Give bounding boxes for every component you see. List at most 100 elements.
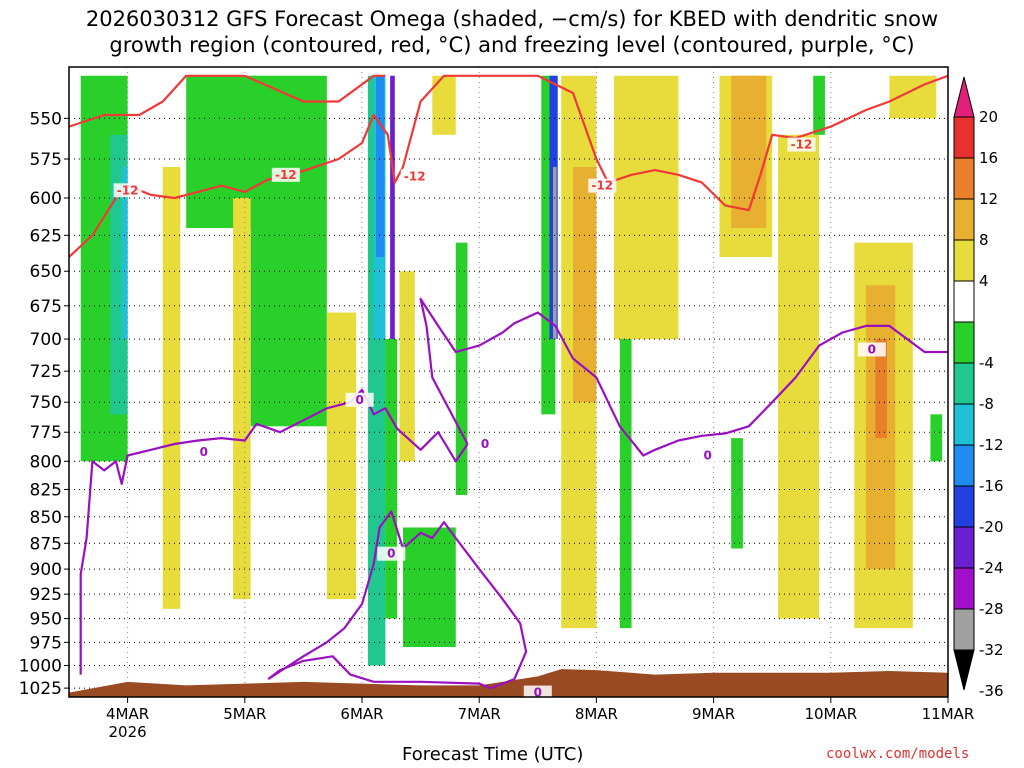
y-tick-label: 900 — [30, 560, 62, 580]
chart-title-line-1: 2026030312 GFS Forecast Omega (shaded, −… — [85, 7, 939, 31]
contour-label-bg — [857, 342, 886, 357]
y-tick-label: 650 — [30, 262, 62, 282]
colorbar-tick-label: -4 — [979, 354, 994, 372]
contour-label-bg — [787, 137, 816, 152]
contour-line — [69, 74, 386, 128]
omega-patch — [619, 325, 632, 629]
colorbar-bin — [953, 157, 975, 200]
contour-label-bg — [471, 436, 500, 451]
colorbar-tick-label: 4 — [979, 272, 989, 290]
contour-label: 0 — [534, 686, 542, 700]
plot-frame — [68, 66, 949, 698]
y-tick-label: 925 — [30, 585, 62, 605]
contour-label-bg — [189, 445, 218, 460]
contour-label: 0 — [481, 437, 489, 451]
y-tick-label: 875 — [30, 534, 62, 554]
x-tick-label: 9MAR — [692, 705, 735, 723]
colorbar-tick-label: -32 — [979, 641, 1004, 659]
colorbar-bin — [953, 608, 975, 651]
colorbar-bin — [953, 116, 975, 159]
terrain-layer — [69, 669, 948, 697]
omega-patch — [613, 75, 679, 340]
contour-label-bg — [588, 178, 617, 193]
contour-label-bg — [271, 167, 300, 182]
omega-patch — [813, 75, 825, 135]
omega-patch — [403, 527, 456, 648]
omega-patch — [455, 242, 468, 495]
y-tick-label: 775 — [30, 423, 62, 443]
colorbar-bin — [953, 567, 975, 610]
colorbar-top-arrow — [953, 76, 975, 118]
colorbar-bin — [953, 321, 975, 364]
y-tick-label: 700 — [30, 330, 62, 350]
omega-patch — [930, 414, 943, 462]
colorbar-tick-label: -8 — [979, 395, 994, 413]
chart-title-line-2: growth region (contoured, red, °C) and f… — [109, 33, 915, 57]
contour-line — [419, 297, 948, 457]
colorbar-bin — [953, 280, 975, 323]
omega-patch — [731, 75, 767, 228]
omega-patch — [390, 75, 395, 340]
colorbar-tick-label: 8 — [979, 231, 989, 249]
axes-layer: 550 575 600 625 650 675 700 725 750 775 800 825 850 8… — [19, 66, 974, 741]
colorbar-tick-label: 12 — [979, 190, 998, 208]
contour-label: -12 — [404, 169, 426, 183]
colorbar-bin — [953, 198, 975, 241]
omega-patch — [162, 166, 181, 609]
contour-line — [69, 74, 610, 258]
contour-label-bg — [693, 448, 722, 463]
omega-patch — [399, 271, 415, 462]
contour-label: 0 — [704, 449, 712, 463]
contour-label: -12 — [791, 138, 813, 152]
contour-line — [607, 74, 948, 212]
colorbar-tick-label: -24 — [979, 559, 1004, 577]
x-tick-label: 7MAR — [458, 705, 501, 723]
omega-patch — [326, 312, 357, 600]
colorbar-bin — [953, 526, 975, 569]
omega-patch — [376, 75, 385, 258]
contour-label-bg — [400, 169, 429, 184]
colorbar-bottom-arrow — [953, 649, 975, 691]
omega-patch — [385, 339, 398, 619]
colorbar-tick-label: -20 — [979, 518, 1004, 536]
colorbar-tick-label: -28 — [979, 600, 1004, 618]
colorbar-bin — [953, 403, 975, 446]
omega-patch — [233, 197, 251, 600]
colorbar-tick-label: 20 — [979, 108, 998, 126]
colorbar-bin — [953, 444, 975, 487]
colorbar-bin — [953, 485, 975, 528]
omega-patch — [250, 75, 327, 427]
x-axis-label: Forecast Time (UTC) — [402, 744, 584, 765]
colorbar-tick-label: -16 — [979, 477, 1004, 495]
omega-patch — [875, 339, 888, 439]
omega-patch — [432, 75, 456, 135]
terrain-surface — [69, 669, 948, 697]
colorbar-bin — [953, 362, 975, 405]
y-tick-label: 850 — [30, 508, 62, 528]
x-tick-label: 6MAR — [340, 705, 383, 723]
y-tick-label: 575 — [30, 150, 62, 170]
omega-patch — [778, 134, 820, 619]
contour-label: 0 — [200, 445, 208, 459]
contour-label: 0 — [868, 342, 876, 356]
colorbar-bin — [953, 239, 975, 282]
contour-label: -12 — [117, 183, 139, 197]
contour-label: -12 — [275, 168, 297, 182]
y-tick-label: 750 — [30, 393, 62, 413]
source-credit[interactable]: coolwx.com/models — [826, 746, 970, 762]
colorbar-tick-label: -12 — [979, 436, 1004, 454]
colorbar-tick-label: 16 — [979, 149, 998, 167]
y-tick-label: 725 — [30, 362, 62, 382]
grid-layer — [69, 67, 948, 697]
contour-label-bg — [377, 546, 406, 561]
y-tick-label: 600 — [30, 189, 62, 209]
omega-shading-layer — [80, 75, 943, 666]
omega-patch — [553, 166, 557, 340]
y-tick-label: 625 — [30, 226, 62, 246]
omega-patch — [572, 166, 597, 403]
contour-label: 0 — [387, 547, 395, 561]
x-tick-label: 8MAR — [575, 705, 618, 723]
x-tick-label: 4MAR — [106, 705, 149, 723]
y-tick-label: 1000 — [19, 657, 62, 677]
y-tick-label: 825 — [30, 480, 62, 500]
